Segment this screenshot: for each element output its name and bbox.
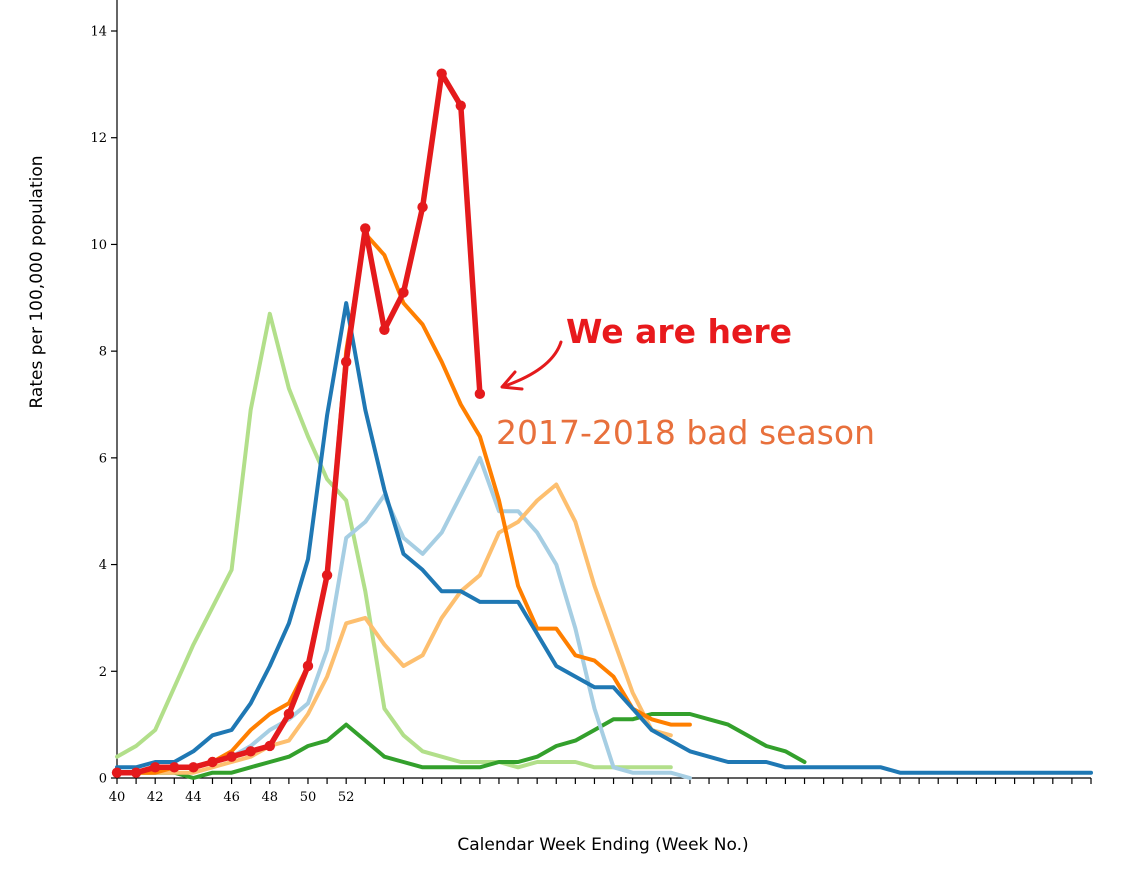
annotation-arrow-icon	[500, 340, 563, 391]
y-tick-label: 0	[99, 772, 107, 787]
current-season-point	[188, 762, 199, 773]
x-axis-title: Calendar Week Ending (Week No.)	[457, 835, 748, 855]
current-season-point	[360, 223, 371, 234]
current-season-point	[398, 287, 409, 298]
y-tick-label: 12	[90, 131, 107, 146]
x-tick-label: 40	[109, 790, 126, 805]
we-are-here-annotation: We are here	[500, 312, 792, 391]
series-line-5	[115, 301, 1093, 775]
y-ticks: 0 2 4 6 8 10 12 14	[90, 25, 117, 787]
current-season-point	[207, 756, 218, 768]
x-ticks: 40 42 44 46 48 50 52	[109, 778, 1092, 805]
y-tick-label: 14	[90, 25, 107, 40]
current-season-point	[379, 324, 390, 335]
bad-season-label: 2017-2018 bad season	[496, 413, 875, 452]
current-season-point	[417, 201, 428, 213]
y-tick-label: 10	[90, 238, 107, 253]
x-tick-label: 52	[338, 790, 355, 805]
x-tick-label: 50	[300, 790, 317, 805]
current-season-point	[302, 660, 314, 672]
series-line-0	[115, 311, 673, 770]
current-season-point	[474, 388, 486, 400]
current-season-point	[169, 762, 180, 773]
current-season-markers	[111, 68, 486, 778]
we-are-here-label: We are here	[566, 312, 792, 351]
current-season-point	[283, 708, 295, 720]
series-line-1	[115, 712, 807, 780]
y-tick-label: 6	[99, 451, 107, 466]
current-season-point	[321, 570, 333, 581]
x-tick-label: 48	[262, 790, 279, 805]
x-tick-label: 46	[223, 790, 240, 805]
current-season-point	[245, 746, 256, 757]
series-line-3	[115, 482, 673, 775]
y-tick-label: 4	[99, 558, 107, 573]
current-season-point	[436, 68, 447, 79]
current-season-point	[226, 751, 237, 762]
current-season-point	[340, 356, 352, 368]
x-tick-label: 44	[185, 790, 202, 805]
y-tick-label: 2	[99, 665, 107, 680]
series-line-6	[114, 70, 483, 776]
current-season-point	[111, 767, 123, 778]
y-tick-label: 8	[99, 345, 107, 360]
y-axis-title: Rates per 100,000 population	[27, 155, 47, 408]
x-tick-label: 42	[147, 790, 164, 805]
current-season-point	[264, 740, 275, 752]
current-season-point	[455, 100, 466, 111]
current-season-point	[130, 767, 142, 778]
current-season-point	[149, 762, 161, 773]
